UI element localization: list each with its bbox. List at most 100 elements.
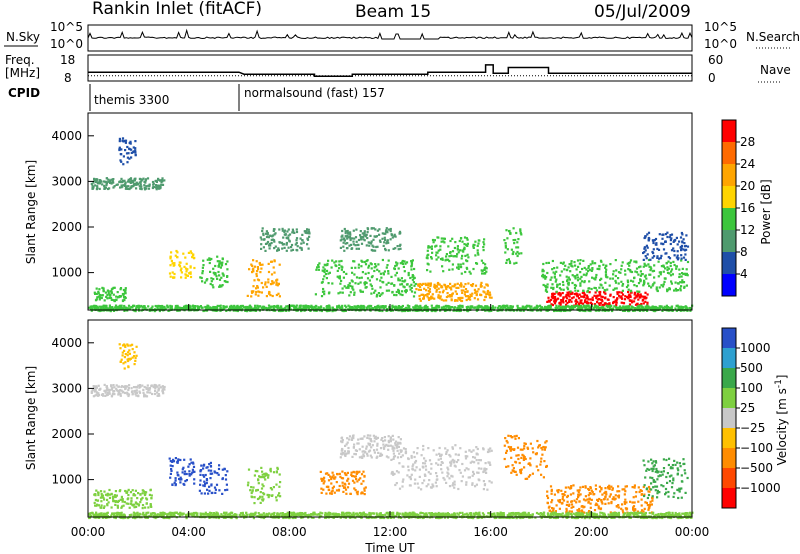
- data-cell: [580, 295, 583, 298]
- data-cell: [545, 276, 548, 279]
- data-cell: [399, 283, 402, 286]
- data-cell: [108, 181, 112, 184]
- data-cell: [485, 267, 488, 270]
- data-cell: [585, 297, 588, 300]
- data-cell: [647, 263, 650, 266]
- data-cell: [466, 238, 469, 241]
- data-cell: [501, 308, 504, 311]
- data-cell: [502, 304, 505, 307]
- data-cell: [143, 385, 146, 389]
- data-cell: [513, 435, 516, 438]
- data-cell: [362, 480, 365, 483]
- data-cell: [678, 273, 681, 276]
- data-cell: [104, 493, 108, 496]
- data-cell: [578, 262, 581, 265]
- data-cell: [226, 268, 229, 271]
- data-cell: [557, 309, 560, 312]
- data-cell: [361, 290, 364, 293]
- data-cell: [299, 304, 302, 307]
- data-cell: [306, 237, 309, 240]
- data-cell: [515, 454, 518, 457]
- data-cell: [636, 295, 639, 298]
- data-cell: [359, 230, 362, 233]
- data-cell: [223, 280, 226, 283]
- data-cell: [300, 309, 303, 313]
- data-cell: [350, 279, 353, 282]
- data-cell: [460, 299, 464, 303]
- data-cell: [310, 307, 313, 310]
- data-cell: [344, 304, 347, 307]
- data-cell: [370, 263, 373, 266]
- data-cell: [579, 284, 582, 287]
- data-cell: [428, 459, 432, 462]
- data-cell: [431, 251, 434, 254]
- data-cell: [126, 358, 129, 361]
- data-cell: [632, 280, 635, 283]
- data-cell: [565, 293, 568, 297]
- data-cell: [356, 493, 359, 496]
- data-cell: [512, 448, 516, 451]
- nsearch-label: N.Search: [746, 30, 800, 44]
- data-cell: [409, 288, 412, 291]
- data-cell: [106, 494, 109, 497]
- data-cell: [116, 183, 119, 186]
- data-cell: [191, 468, 194, 471]
- data-cell: [459, 304, 462, 307]
- data-cell: [340, 440, 343, 443]
- data-cell: [288, 233, 292, 236]
- data-cell: [363, 239, 366, 242]
- data-cell: [424, 465, 427, 468]
- data-cell: [519, 232, 522, 235]
- data-cell: [189, 275, 193, 279]
- data-cell: [430, 467, 433, 470]
- data-cell: [163, 385, 166, 389]
- data-cell: [587, 500, 590, 503]
- data-cell: [160, 179, 164, 182]
- data-cell: [299, 237, 302, 240]
- data-cell: [429, 282, 432, 285]
- data-cell: [145, 187, 148, 190]
- data-cell: [346, 234, 349, 237]
- data-cell: [124, 287, 127, 290]
- data-cell: [211, 284, 214, 287]
- data-cell: [677, 305, 680, 308]
- data-cell: [222, 305, 225, 308]
- data-cell: [130, 156, 133, 159]
- data-cell: [655, 308, 658, 311]
- data-cell: [457, 459, 460, 462]
- data-cell: [226, 488, 229, 491]
- data-cell: [600, 277, 603, 280]
- data-cell: [236, 304, 239, 307]
- data-cell: [401, 280, 404, 283]
- data-cell: [461, 249, 464, 252]
- data-cell: [419, 285, 422, 288]
- data-cell: [572, 305, 575, 308]
- data-cell: [574, 293, 577, 296]
- data-cell: [680, 285, 683, 288]
- data-cell: [662, 233, 665, 236]
- data-cell: [661, 307, 664, 310]
- data-cell: [550, 501, 553, 504]
- data-cell: [610, 500, 613, 504]
- data-cell: [291, 231, 294, 234]
- data-cell: [371, 307, 375, 310]
- data-cell: [390, 307, 393, 310]
- data-cell: [332, 308, 335, 311]
- data-cell: [614, 299, 618, 302]
- data-cell: [417, 305, 420, 308]
- data-cell: [465, 467, 468, 470]
- data-cell: [112, 309, 116, 312]
- data-cell: [355, 478, 358, 481]
- data-cell: [340, 477, 343, 480]
- data-cell: [637, 500, 640, 503]
- data-cell: [226, 470, 229, 473]
- data-cell: [566, 282, 570, 285]
- data-cell: [442, 299, 445, 302]
- data-cell: [393, 234, 396, 237]
- data-cell: [260, 306, 263, 309]
- data-cell: [604, 266, 607, 269]
- data-cell: [336, 305, 339, 308]
- data-cell: [590, 498, 593, 501]
- data-cell: [253, 474, 256, 477]
- data-cell: [505, 451, 508, 454]
